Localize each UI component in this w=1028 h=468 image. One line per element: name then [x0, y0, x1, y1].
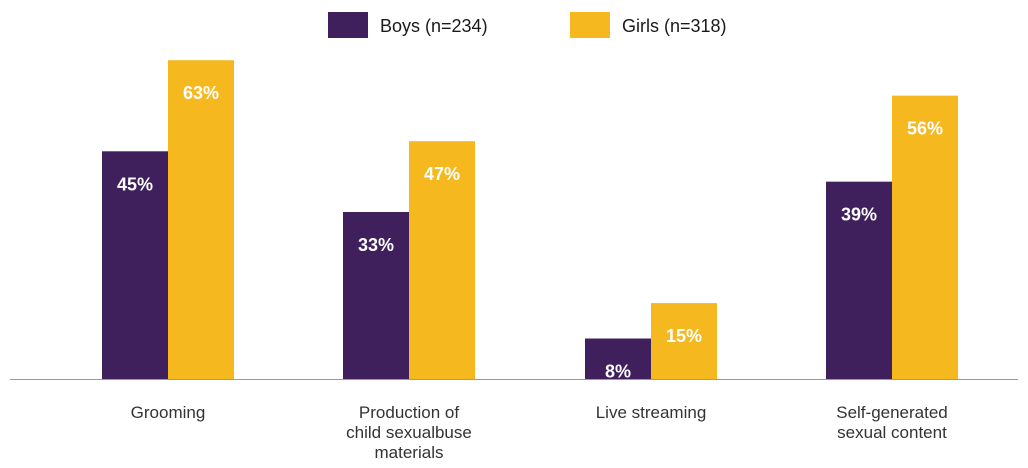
- value-label-girls-2: 15%: [666, 326, 702, 346]
- legend-swatch-girls: [570, 12, 610, 38]
- value-label-girls-1: 47%: [424, 164, 460, 184]
- value-label-boys-3: 39%: [841, 205, 877, 225]
- bar-boys-1: [343, 212, 409, 379]
- category-label-1: Production of child sexualbuse materials: [346, 403, 472, 462]
- bar-girls-2: [651, 303, 717, 379]
- value-label-boys-0: 45%: [117, 174, 153, 194]
- legend-label-boys: Boys (n=234): [380, 16, 488, 36]
- legend: Boys (n=234) Girls (n=318): [328, 12, 727, 38]
- category-label-0: Grooming: [131, 403, 206, 422]
- category-label-line: sexual content: [837, 423, 947, 442]
- bar-boys-2: [585, 338, 651, 379]
- value-label-girls-3: 56%: [907, 119, 943, 139]
- category-label-line: materials: [375, 443, 444, 462]
- value-label-girls-0: 63%: [183, 83, 219, 103]
- bars-group: [102, 60, 958, 379]
- category-label-line: Production of: [359, 403, 459, 422]
- legend-swatch-boys: [328, 12, 368, 38]
- bar-girls-1: [409, 141, 475, 379]
- bar-girls-3: [892, 95, 958, 379]
- legend-label-girls: Girls (n=318): [622, 16, 727, 36]
- value-label-boys-1: 33%: [358, 235, 394, 255]
- category-label-3: Self-generated sexual content: [836, 403, 948, 442]
- category-label-line: child sexualbuse: [346, 423, 472, 442]
- value-label-boys-2: 8%: [605, 362, 631, 382]
- bar-boys-0: [102, 151, 168, 379]
- category-label-line: Grooming: [131, 403, 206, 422]
- bar-girls-0: [168, 60, 234, 379]
- category-label-line: Self-generated: [836, 403, 948, 422]
- value-labels-group: 45% 63% 33% 47% 8% 15% 39% 56%: [117, 83, 943, 381]
- category-labels-group: Grooming Production of child sexualbuse mat…: [131, 403, 948, 462]
- bar-boys-3: [826, 181, 892, 379]
- category-label-line: Live streaming: [596, 403, 707, 422]
- category-label-2: Live streaming: [596, 403, 707, 422]
